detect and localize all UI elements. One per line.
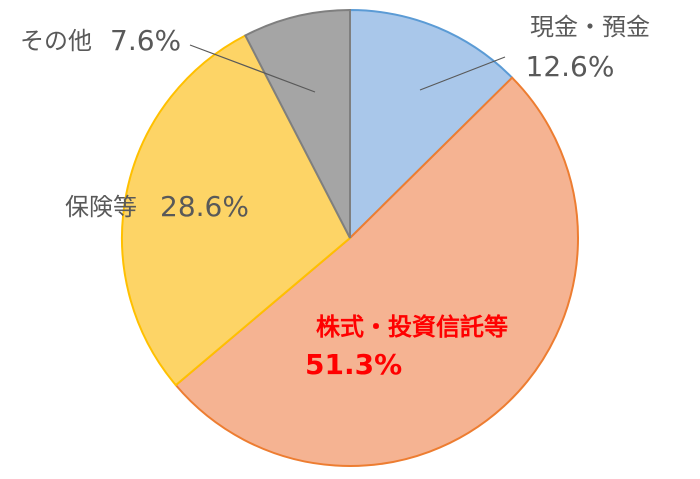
leader-line [419, 56, 506, 91]
pie-slice [349, 8, 514, 241]
category-label: 株式・投資信託等 [316, 313, 508, 341]
value-label: 51.3% [305, 348, 402, 381]
category-label: 現金・預金 [530, 13, 650, 41]
leader-line [189, 44, 316, 93]
value-label: 12.6% [526, 50, 615, 83]
category-label: その他 [20, 27, 92, 55]
category-label: 保険等 [65, 193, 137, 221]
pie-slice [121, 34, 352, 387]
value-label: 7.6% [110, 24, 181, 57]
pie-slice [174, 76, 579, 468]
pie-slice [243, 8, 351, 239]
value-label: 28.6% [160, 190, 249, 223]
